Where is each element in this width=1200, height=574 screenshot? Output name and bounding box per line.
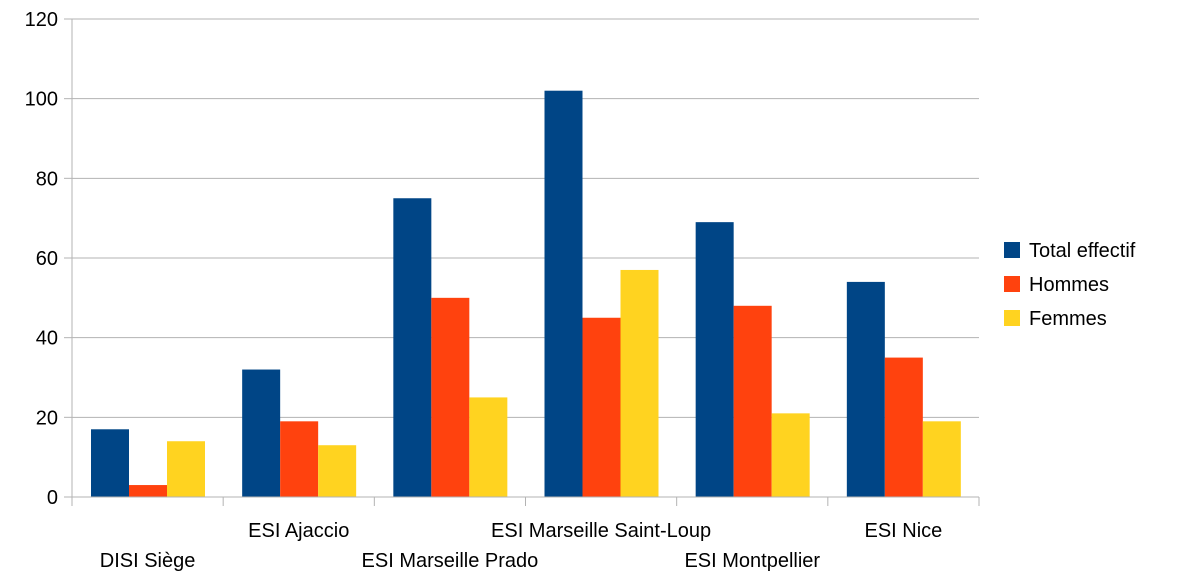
legend-label: Femmes xyxy=(1029,308,1107,330)
axes xyxy=(71,19,980,506)
y-tick-label: 60 xyxy=(36,248,58,270)
y-tick-label: 100 xyxy=(25,89,58,111)
bar-femmes-2 xyxy=(469,397,508,497)
bar-total-effectif-3 xyxy=(544,90,583,497)
bar-hommes-3 xyxy=(582,317,621,497)
x-tick-label: ESI Marseille Saint-Loup xyxy=(491,520,711,542)
bar-hommes-0 xyxy=(129,485,167,497)
legend-swatch xyxy=(1004,276,1020,292)
y-tick-label: 120 xyxy=(25,9,58,31)
bar-hommes-1 xyxy=(280,421,319,497)
bars xyxy=(91,90,961,497)
y-tick-label: 40 xyxy=(36,328,58,350)
x-tick-label: DISI Siège xyxy=(100,550,196,572)
bar-total-effectif-1 xyxy=(242,369,281,497)
bar-femmes-4 xyxy=(771,413,810,497)
legend-label: Total effectif xyxy=(1029,240,1136,262)
bar-hommes-2 xyxy=(431,297,470,497)
legend: Total effectif Hommes Femmes xyxy=(1004,240,1136,330)
y-tick-label: 80 xyxy=(36,168,58,190)
legend-label: Hommes xyxy=(1029,274,1109,296)
bar-total-effectif-0 xyxy=(91,429,129,497)
legend-swatch xyxy=(1004,242,1020,258)
bar-femmes-0 xyxy=(167,441,205,497)
bar-femmes-5 xyxy=(922,421,961,497)
x-tick-label: ESI Ajaccio xyxy=(248,520,349,542)
y-axis-ticks: 0 20 40 60 80 100 120 xyxy=(25,9,72,509)
bar-femmes-1 xyxy=(318,445,357,497)
y-tick-label: 0 xyxy=(47,487,58,509)
x-tick-label: ESI Nice xyxy=(865,520,943,542)
bar-total-effectif-4 xyxy=(695,222,734,497)
y-tick-label: 20 xyxy=(36,407,58,429)
grid-lines xyxy=(72,18,979,498)
x-tick-label: ESI Montpellier xyxy=(684,550,820,572)
x-axis-labels: DISI Siège ESI Ajaccio ESI Marseille Prado… xyxy=(100,520,943,572)
bar-hommes-5 xyxy=(884,357,923,497)
bar-hommes-4 xyxy=(733,305,772,497)
bar-total-effectif-2 xyxy=(393,198,432,497)
bar-total-effectif-5 xyxy=(846,281,885,497)
bar-femmes-3 xyxy=(620,269,659,497)
x-tick-label: ESI Marseille Prado xyxy=(362,550,539,572)
legend-swatch xyxy=(1004,310,1020,326)
